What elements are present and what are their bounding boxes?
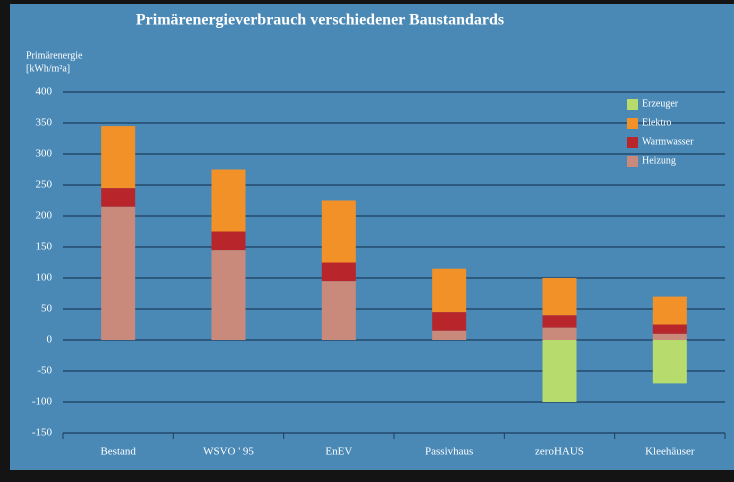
bar-segment bbox=[653, 297, 687, 325]
bar-segment bbox=[432, 312, 466, 331]
bar-segment bbox=[101, 126, 135, 188]
bar-segment bbox=[653, 325, 687, 334]
bar-segment bbox=[101, 207, 135, 340]
bar-segment bbox=[322, 201, 356, 263]
x-tick-label: Kleehäuser bbox=[645, 446, 695, 458]
bar-segment bbox=[212, 232, 246, 251]
page: Primärenergieverbrauch verschiedener Bau… bbox=[0, 0, 734, 482]
y-tick-label: 400 bbox=[36, 86, 53, 98]
y-tick-label: -150 bbox=[32, 427, 53, 439]
y-axis-label: [kWh/m²a] bbox=[26, 63, 70, 74]
legend-swatch bbox=[627, 156, 638, 167]
y-tick-label: 50 bbox=[41, 303, 53, 315]
legend-label: Heizung bbox=[642, 155, 676, 166]
bar-segment bbox=[543, 340, 577, 402]
x-tick-label: zeroHAUS bbox=[535, 446, 584, 458]
bar-segment bbox=[212, 250, 246, 340]
legend-swatch bbox=[627, 99, 638, 110]
bar-segment bbox=[653, 340, 687, 383]
bar-segment bbox=[543, 315, 577, 327]
y-tick-label: -50 bbox=[37, 365, 52, 377]
bar-segment bbox=[322, 263, 356, 282]
bar-segment bbox=[432, 331, 466, 340]
bar-segment bbox=[543, 328, 577, 340]
chart-title: Primärenergieverbrauch verschiedener Bau… bbox=[136, 12, 504, 29]
bar-segment bbox=[101, 188, 135, 207]
legend-label: Warmwasser bbox=[642, 136, 694, 147]
bar-segment bbox=[653, 334, 687, 340]
x-tick-label: Passivhaus bbox=[425, 446, 473, 458]
y-axis-label: Primärenergie bbox=[26, 50, 83, 61]
x-tick-label: WSVO ' 95 bbox=[203, 446, 254, 458]
y-tick-label: 350 bbox=[36, 117, 53, 129]
chart: Primärenergieverbrauch verschiedener Bau… bbox=[0, 0, 734, 482]
y-tick-label: 150 bbox=[36, 241, 53, 253]
y-tick-label: 300 bbox=[36, 148, 53, 160]
y-tick-label: 200 bbox=[36, 210, 53, 222]
legend-swatch bbox=[627, 118, 638, 129]
x-tick-label: EnEV bbox=[325, 446, 352, 458]
bar-segment bbox=[212, 170, 246, 232]
x-tick-label: Bestand bbox=[100, 446, 136, 458]
legend-label: Erzeuger bbox=[642, 98, 679, 109]
bar-segment bbox=[543, 278, 577, 315]
bar-segment bbox=[322, 281, 356, 340]
legend-label: Elektro bbox=[642, 117, 671, 128]
bar-segment bbox=[432, 269, 466, 312]
y-tick-label: 0 bbox=[47, 334, 53, 346]
y-tick-label: 250 bbox=[36, 179, 53, 191]
legend-swatch bbox=[627, 137, 638, 148]
y-tick-label: 100 bbox=[36, 272, 53, 284]
y-tick-label: -100 bbox=[32, 396, 53, 408]
